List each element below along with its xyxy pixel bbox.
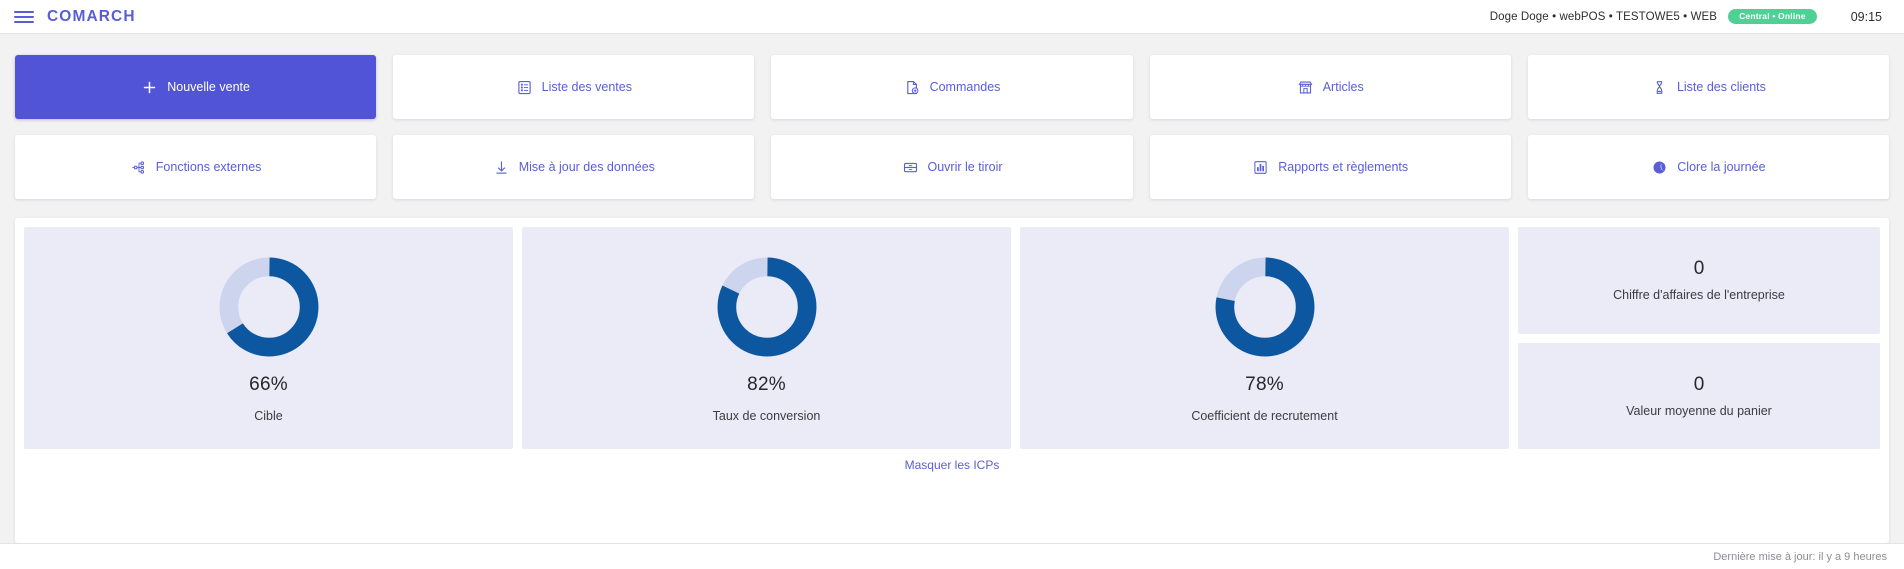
kpi-card-coefficient-de-recrutement[interactable]: 78% Coefficient de recrutement: [1020, 227, 1509, 449]
hamburger-line: [14, 20, 34, 23]
hamburger-line: [14, 15, 34, 18]
donut-chart-taux-de-conversion: [714, 254, 820, 360]
cash-drawer-icon: [902, 159, 919, 176]
kpi-label: Chiffre d'affaires de l'entreprise: [1613, 288, 1785, 303]
kpi-card-cible[interactable]: 66% Cible: [24, 227, 513, 449]
clock-label: 09:15: [1850, 9, 1882, 24]
kpi-grid: 66% Cible 82% Taux de conversion: [24, 227, 1880, 449]
tile-label: Liste des clients: [1676, 80, 1766, 94]
kpi-value: 0: [1693, 258, 1705, 280]
kpi-value: 82%: [747, 373, 786, 395]
plus-icon: [141, 79, 158, 96]
kpi-footer: Masquer les ICPs: [24, 449, 1880, 480]
kpi-label: Coefficient de recrutement: [1191, 408, 1338, 423]
tile-label: Liste des ventes: [541, 80, 632, 94]
document-add-icon: [904, 79, 921, 96]
node-tree-icon: [130, 159, 147, 176]
brand-logo[interactable]: COMARCH: [47, 7, 136, 25]
tile-label: Mise à jour des données: [518, 160, 655, 174]
hamburger-menu-icon[interactable]: [14, 6, 36, 28]
tile-liste-des-ventes[interactable]: Liste des ventes: [393, 55, 755, 119]
tile-clore-la-journee[interactable]: Clore la journée: [1527, 135, 1890, 199]
kpi-label: Cible: [254, 408, 283, 423]
kpi-panel: 66% Cible 82% Taux de conversion: [15, 218, 1889, 543]
tile-label: Ouvrir le tiroir: [927, 160, 1003, 174]
quick-actions-row-1: Nouvelle vente Liste des ventes Commande…: [15, 55, 1890, 119]
bar-chart-icon: [1252, 159, 1269, 176]
status-bar: Dernière mise à jour: il y a 9 heures: [0, 543, 1904, 569]
tile-articles[interactable]: Articles: [1149, 55, 1511, 119]
kpi-value: 0: [1693, 373, 1705, 395]
status-badge: Central • Online: [1728, 8, 1817, 25]
kpi-number-cards: 0 Chiffre d'affaires de l'entreprise 0 V…: [1518, 227, 1880, 449]
kpi-card-chiffre-daffaires[interactable]: 0 Chiffre d'affaires de l'entreprise: [1518, 227, 1880, 334]
tile-label: Fonctions externes: [155, 160, 262, 174]
tile-commandes[interactable]: Commandes: [771, 55, 1133, 119]
tile-label: Commandes: [929, 80, 1001, 94]
tile-liste-des-clients[interactable]: Liste des clients: [1527, 55, 1890, 119]
download-arrow-icon: [493, 159, 510, 176]
tile-fonctions-externes[interactable]: Fonctions externes: [15, 135, 377, 199]
person-icon: [1651, 79, 1668, 96]
kpi-label: Taux de conversion: [712, 408, 821, 423]
tile-label: Articles: [1322, 80, 1364, 94]
quick-actions: Nouvelle vente Liste des ventes Commande…: [0, 34, 1904, 199]
session-info: Doge Doge • webPOS • TESTOWE5 • WEB: [1489, 10, 1718, 23]
tile-label: Rapports et règlements: [1278, 160, 1409, 174]
hamburger-line: [14, 10, 34, 13]
list-icon: [516, 79, 533, 96]
kpi-value: 66%: [249, 373, 288, 395]
tile-nouvelle-vente[interactable]: Nouvelle vente: [15, 55, 377, 119]
donut-chart-cible: [216, 254, 322, 360]
donut-chart-coefficient-de-recrutement: [1212, 254, 1318, 360]
header-right-group: Doge Doge • webPOS • TESTOWE5 • WEB Cent…: [1489, 8, 1882, 25]
last-updated-label: Dernière mise à jour: il y a 9 heures: [1713, 550, 1887, 563]
tile-label: Clore la journée: [1677, 160, 1766, 174]
store-icon: [1297, 79, 1314, 96]
clock-moon-icon: [1651, 159, 1668, 176]
tile-mise-a-jour-des-donnees[interactable]: Mise à jour des données: [393, 135, 755, 199]
kpi-value: 78%: [1245, 373, 1284, 395]
tile-rapports-et-reglements[interactable]: Rapports et règlements: [1149, 135, 1511, 199]
kpi-card-taux-de-conversion[interactable]: 82% Taux de conversion: [522, 227, 1011, 449]
quick-actions-row-2: Fonctions externes Mise à jour des donné…: [15, 135, 1890, 199]
app-header: COMARCH Doge Doge • webPOS • TESTOWE5 • …: [0, 0, 1904, 34]
kpi-label: Valeur moyenne du panier: [1626, 403, 1772, 418]
kpi-card-valeur-moyenne-du-panier[interactable]: 0 Valeur moyenne du panier: [1518, 342, 1880, 449]
tile-label: Nouvelle vente: [167, 80, 250, 94]
hide-kpis-link[interactable]: Masquer les ICPs: [904, 457, 1000, 472]
tile-ouvrir-le-tiroir[interactable]: Ouvrir le tiroir: [771, 135, 1133, 199]
